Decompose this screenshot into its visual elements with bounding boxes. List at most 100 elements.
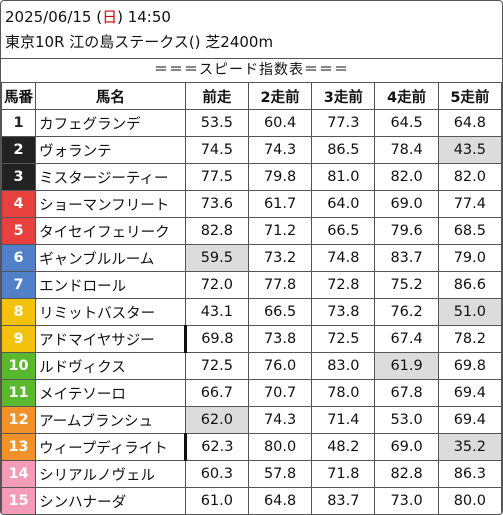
col-header-2back: 2走前 [247, 82, 313, 110]
speed-value: 68.5 [437, 217, 502, 245]
speed-value: 73.6 [184, 190, 249, 218]
horse-name: アドマイヤサジー [35, 325, 187, 353]
speed-value: 82.8 [184, 217, 249, 245]
horse-name: ヴォランテ [35, 136, 186, 164]
speed-value: 74.5 [184, 136, 249, 164]
col-header-5back: 5走前 [437, 82, 502, 110]
speed-value: 73.2 [247, 244, 313, 272]
horse-name: アームブランシュ [35, 406, 186, 434]
speed-value: 71.4 [311, 406, 376, 434]
speed-value: 82.0 [437, 163, 502, 191]
speed-value: 61.0 [184, 487, 249, 514]
speed-value: 78.2 [437, 325, 502, 353]
speed-value: 83.0 [311, 352, 376, 380]
speed-value: 69.8 [184, 325, 249, 353]
horse-name: シリアルノヴェル [35, 460, 186, 488]
speed-value: 77.3 [311, 109, 376, 137]
time-suffix: ) 14:50 [117, 8, 171, 26]
speed-value: 79.6 [374, 217, 439, 245]
speed-value: 82.0 [374, 163, 439, 191]
table-row: 1 カフェグランデ 53.5 60.4 77.3 64.5 64.8 [1, 109, 502, 137]
speed-value: 76.2 [374, 298, 439, 326]
horse-name: ルドヴィクス [35, 352, 186, 380]
horse-number: 10 [1, 352, 37, 380]
horse-name: ショーマンフリート [35, 190, 186, 218]
speed-value: 61.9 [374, 352, 439, 380]
table-row: 8 リミットバスター 43.1 66.5 73.8 76.2 51.0 [1, 298, 502, 326]
speed-value: 73.8 [247, 325, 313, 353]
speed-value: 79.8 [247, 163, 313, 191]
horse-number: 15 [1, 487, 37, 514]
horse-number: 9 [1, 325, 37, 353]
speed-value: 60.4 [247, 109, 313, 137]
weekday: 日 [102, 8, 118, 26]
horse-name: ミスタージーティー [35, 163, 186, 191]
speed-value: 69.8 [437, 352, 502, 380]
speed-value: 70.7 [247, 379, 313, 407]
speed-value: 83.7 [311, 487, 376, 514]
speed-value: 66.5 [247, 298, 313, 326]
speed-value: 77.8 [247, 271, 313, 299]
horse-number: 3 [1, 163, 37, 191]
speed-value: 57.8 [247, 460, 313, 488]
speed-value: 79.0 [437, 244, 502, 272]
table-row: 15 シンハナーダ 61.0 64.8 83.7 73.0 80.0 [1, 487, 502, 514]
speed-value: 78.4 [374, 136, 439, 164]
speed-value: 62.3 [184, 433, 249, 461]
table-row: 9 アドマイヤサジー 69.8 73.8 72.5 67.4 78.2 [1, 325, 502, 353]
speed-value: 73.8 [311, 298, 376, 326]
col-header-last: 前走 [184, 82, 249, 110]
speed-value: 53.0 [374, 406, 439, 434]
table-row: 10 ルドヴィクス 72.5 76.0 83.0 61.9 69.8 [1, 352, 502, 380]
speed-value: 78.0 [311, 379, 376, 407]
horse-number: 8 [1, 298, 37, 326]
speed-value: 66.7 [184, 379, 249, 407]
speed-value: 72.5 [311, 325, 376, 353]
header-row: 馬番 馬名 前走 2走前 3走前 4走前 5走前 [1, 82, 502, 110]
speed-value: 43.5 [437, 136, 502, 164]
speed-value: 61.7 [247, 190, 313, 218]
speed-value: 76.0 [247, 352, 313, 380]
speed-value: 66.5 [311, 217, 376, 245]
speed-value: 67.8 [374, 379, 439, 407]
speed-value: 72.5 [184, 352, 249, 380]
speed-value: 67.4 [374, 325, 439, 353]
horse-number: 13 [1, 433, 37, 461]
col-header-name: 馬名 [35, 82, 186, 110]
horse-name: ウィープディライト [35, 433, 187, 461]
horse-number: 7 [1, 271, 37, 299]
speed-value: 86.5 [311, 136, 376, 164]
speed-value: 86.3 [437, 460, 502, 488]
speed-value: 48.2 [311, 433, 376, 461]
speed-value: 69.0 [374, 433, 439, 461]
horse-name: カフェグランデ [35, 109, 186, 137]
speed-value: 62.0 [184, 406, 249, 434]
speed-value: 35.2 [437, 433, 502, 461]
speed-value: 74.3 [247, 406, 313, 434]
date-prefix: 2025/06/15 ( [5, 8, 103, 26]
table-banner: ＝＝＝スピード指数表＝＝＝ [1, 58, 502, 82]
horse-name: シンハナーダ [35, 487, 186, 514]
table-row: 5 タイセイフェリーク 82.8 71.2 66.5 79.6 68.5 [1, 217, 502, 245]
speed-value: 64.8 [437, 109, 502, 137]
speed-value: 74.3 [247, 136, 313, 164]
speed-value: 81.0 [311, 163, 376, 191]
speed-value: 77.4 [437, 190, 502, 218]
horse-name: エンドロール [35, 271, 186, 299]
speed-value: 71.2 [247, 217, 313, 245]
speed-value: 64.8 [247, 487, 313, 514]
table-row: 13 ウィープディライト 62.3 80.0 48.2 69.0 35.2 [1, 433, 502, 461]
horse-number: 12 [1, 406, 37, 434]
horse-number: 11 [1, 379, 37, 407]
race-title: 東京10R 江の島ステークス() 芝2400m [5, 33, 274, 51]
col-header-3back: 3走前 [311, 82, 376, 110]
speed-value: 69.4 [437, 379, 502, 407]
horse-name: メイテソーロ [35, 379, 186, 407]
speed-value: 83.7 [374, 244, 439, 272]
speed-index-table: 馬番 馬名 前走 2走前 3走前 4走前 5走前 1 カフェグランデ 53.5 60.… [1, 82, 502, 514]
horse-number: 14 [1, 460, 37, 488]
speed-value: 59.5 [184, 244, 249, 272]
speed-value: 77.5 [184, 163, 249, 191]
horse-number: 2 [1, 136, 37, 164]
